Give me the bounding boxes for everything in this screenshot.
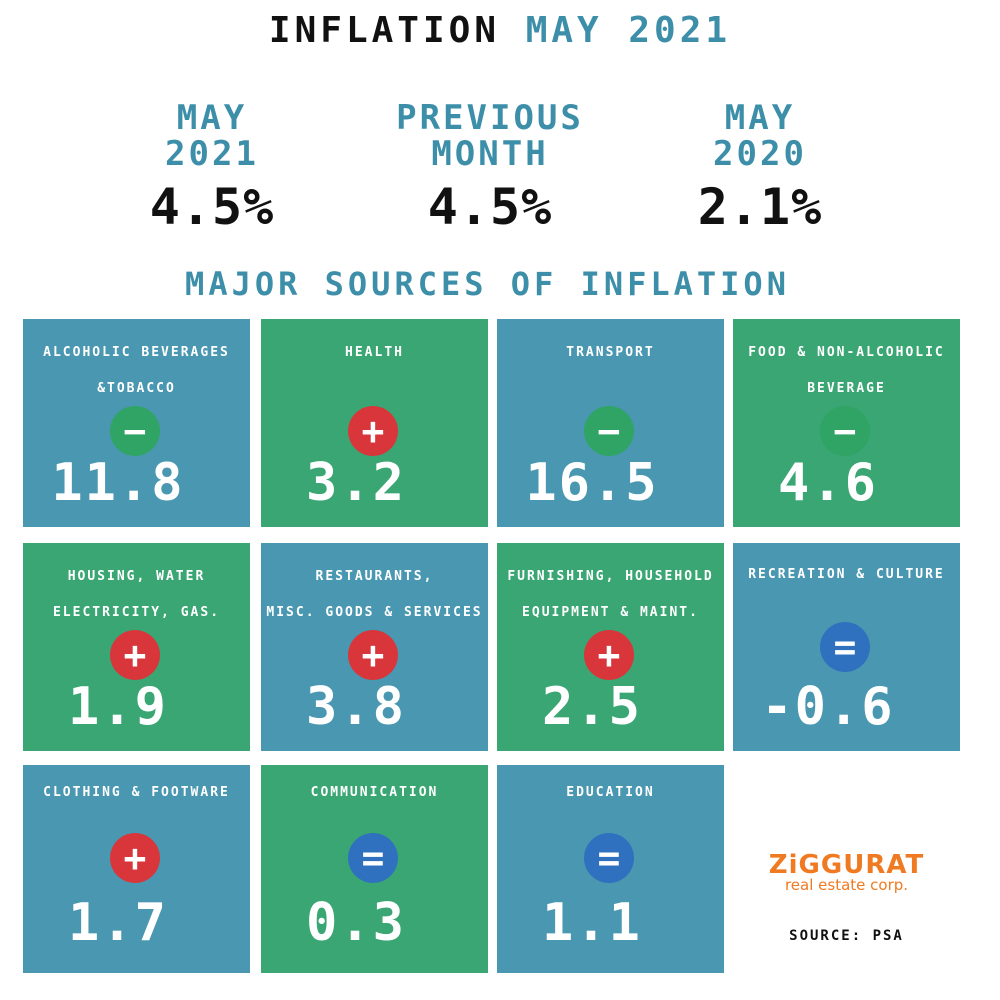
source: SOURCE: PSA bbox=[789, 928, 904, 944]
tile-label: &TOBACCO bbox=[97, 381, 176, 396]
tile-value: 4.6 bbox=[778, 453, 878, 513]
summary-label: MONTH bbox=[431, 134, 549, 174]
tile-value: 11.8 bbox=[51, 453, 185, 513]
summary-item: MAY 2020 2.1% bbox=[610, 100, 910, 236]
tile-label: FURNISHING, HOUSEHOLD bbox=[507, 569, 714, 584]
tile: HOUSING, WATER ELECTRICITY, GAS. +1.9 bbox=[23, 543, 250, 751]
summary-item: PREVIOUS MONTH 4.5% bbox=[340, 100, 640, 236]
summary-value: 4.5% bbox=[427, 178, 553, 236]
tile-label: RECREATION & CULTURE bbox=[748, 567, 945, 582]
tile-value: 16.5 bbox=[525, 453, 659, 513]
tile-label: ALCOHOLIC BEVERAGES bbox=[43, 345, 230, 360]
tile-label: TRANSPORT bbox=[566, 345, 655, 360]
logo: ZiGGURAT real estate corp. bbox=[733, 850, 960, 894]
title-main: INFLATION bbox=[268, 10, 500, 51]
tile-label: RESTAURANTS, bbox=[315, 569, 434, 584]
change-sign: + bbox=[110, 630, 160, 680]
tile: FURNISHING, HOUSEHOLD EQUIPMENT & MAINT. +… bbox=[497, 543, 724, 751]
tile-label: CLOTHING & FOOTWARE bbox=[43, 785, 230, 800]
tile-label: MISC. GOODS & SERVICES bbox=[266, 605, 483, 620]
summary-label: 2021 bbox=[165, 134, 259, 174]
section-title: MAJOR SOURCES OF INFLATION bbox=[185, 265, 790, 303]
tile-value: 3.8 bbox=[306, 677, 406, 737]
tile-label: EDUCATION bbox=[566, 785, 655, 800]
change-sign: = bbox=[584, 833, 634, 883]
change-sign: = bbox=[348, 833, 398, 883]
tile-value: 0.3 bbox=[306, 893, 406, 953]
summary-label: MAY bbox=[176, 98, 248, 138]
tile-label: FOOD & NON-ALCOHOLIC bbox=[748, 345, 945, 360]
tile-value: -0.6 bbox=[761, 677, 895, 737]
change-sign: + bbox=[348, 630, 398, 680]
summary-label: 2020 bbox=[713, 134, 807, 174]
tile-value: 1.1 bbox=[542, 893, 642, 953]
summary-label: MAY bbox=[724, 98, 796, 138]
change-sign: + bbox=[348, 406, 398, 456]
change-sign: + bbox=[110, 833, 160, 883]
tile: RECREATION & CULTURE = -0.6 bbox=[733, 543, 960, 751]
tile: HEALTH +3.2 bbox=[261, 319, 488, 527]
tile: COMMUNICATION = 0.3 bbox=[261, 765, 488, 973]
tile: EDUCATION = 1.1 bbox=[497, 765, 724, 973]
tile-value: 1.7 bbox=[68, 893, 168, 953]
tile-label: EQUIPMENT & MAINT. bbox=[522, 605, 699, 620]
logo-subtitle: real estate corp. bbox=[784, 876, 909, 894]
tile-label: BEVERAGE bbox=[807, 381, 886, 396]
tile-value: 1.9 bbox=[68, 677, 168, 737]
summary-item: MAY 2021 4.5% bbox=[62, 100, 362, 236]
title: INFLATION MAY 2021 bbox=[0, 10, 1000, 51]
summary-value: 2.1% bbox=[697, 178, 823, 236]
logo-name: ZiGGURAT bbox=[768, 850, 925, 880]
summary-label: PREVIOUS bbox=[396, 98, 584, 138]
tile: TRANSPORT −16.5 bbox=[497, 319, 724, 527]
tile: RESTAURANTS, MISC. GOODS & SERVICES +3.8 bbox=[261, 543, 488, 751]
change-sign: + bbox=[584, 630, 634, 680]
tile-label: COMMUNICATION bbox=[310, 785, 439, 800]
tile-label: HEALTH bbox=[345, 345, 404, 360]
title-highlight: MAY 2021 bbox=[525, 10, 732, 51]
tile: CLOTHING & FOOTWARE +1.7 bbox=[23, 765, 250, 973]
tile-label: ELECTRICITY, GAS. bbox=[52, 605, 221, 620]
change-sign: − bbox=[584, 406, 634, 456]
tile-label: HOUSING, WATER bbox=[67, 569, 206, 584]
change-sign: − bbox=[110, 406, 160, 456]
tile: FOOD & NON-ALCOHOLIC BEVERAGE −4.6 bbox=[733, 319, 960, 527]
tile-value: 2.5 bbox=[542, 677, 642, 737]
tile: ALCOHOLIC BEVERAGES &TOBACCO −11.8 bbox=[23, 319, 250, 527]
tile-value: 3.2 bbox=[306, 453, 406, 513]
summary-value: 4.5% bbox=[149, 178, 275, 236]
change-sign: − bbox=[820, 406, 870, 456]
change-sign: = bbox=[820, 622, 870, 672]
